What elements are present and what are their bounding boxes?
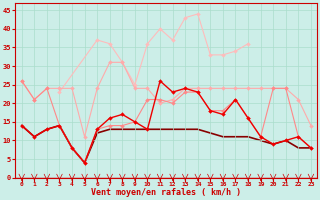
- X-axis label: Vent moyen/en rafales ( km/h ): Vent moyen/en rafales ( km/h ): [91, 188, 241, 197]
